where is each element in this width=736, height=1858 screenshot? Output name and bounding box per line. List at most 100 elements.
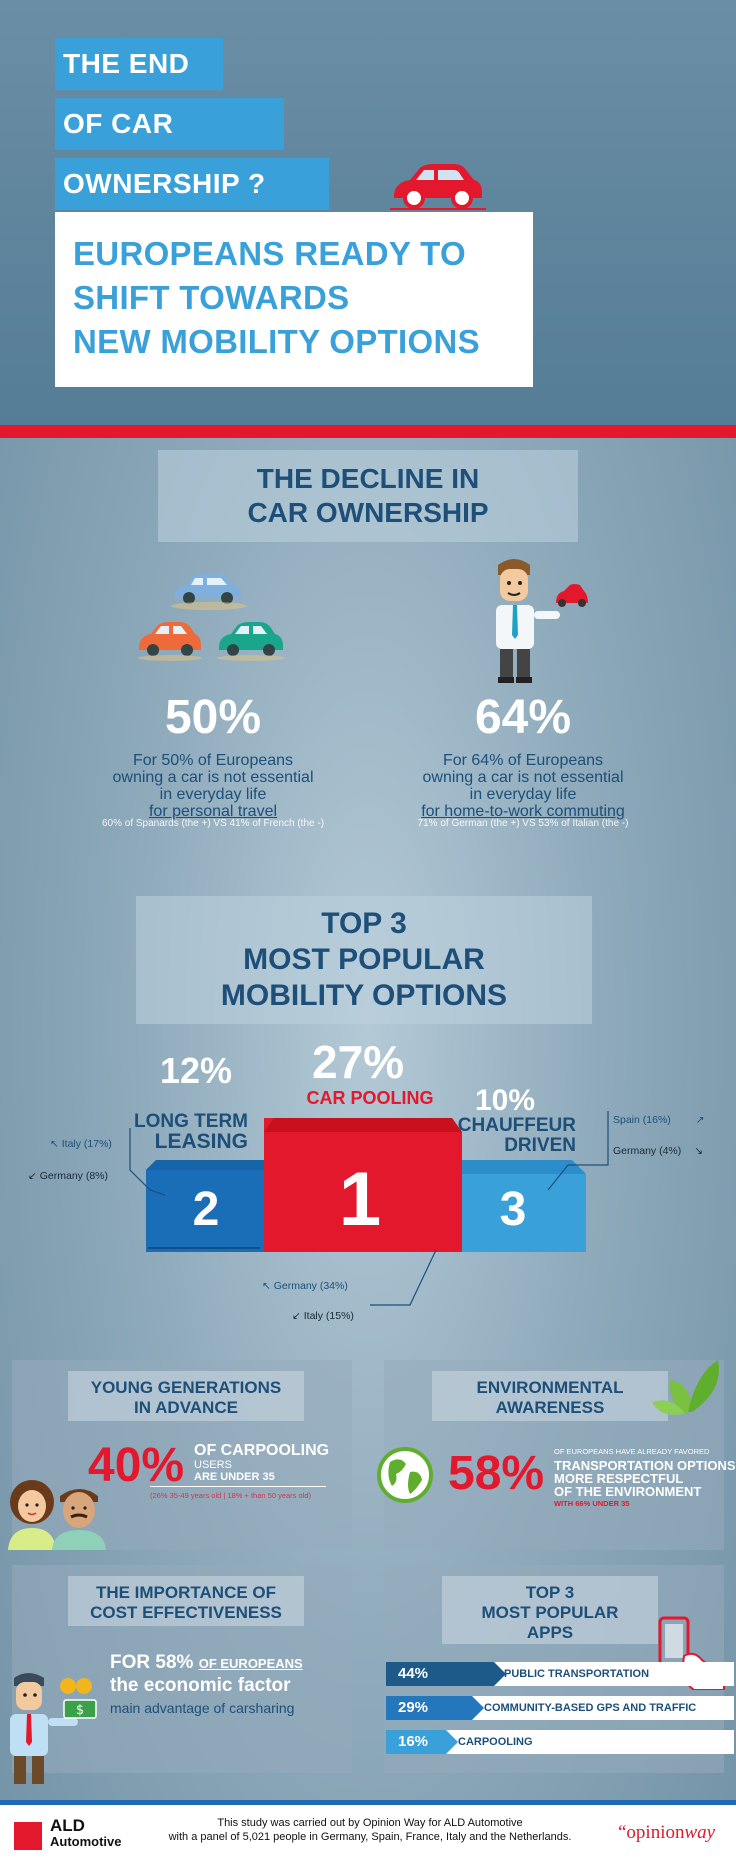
app-bar-3-tip xyxy=(446,1730,458,1754)
env-text: TRANSPORTATION OPTIONS MORE RESPECTFUL O… xyxy=(554,1459,736,1498)
apps-heading-line-3: APPS xyxy=(526,1623,574,1642)
subtitle-line-1: EUROPEANS READY TO xyxy=(73,235,466,272)
first-pct: 27% xyxy=(312,1036,405,1088)
env-text-line-3: OF THE ENVIRONMENT xyxy=(554,1484,702,1499)
env-heading-line-1: ENVIRONMENTAL xyxy=(476,1378,624,1397)
young-text-under: ARE UNDER 35 xyxy=(194,1471,275,1483)
app-bar-3: 16% xyxy=(386,1730,446,1754)
cost-line1-b: OF EUROPEANS xyxy=(198,1656,303,1671)
third-note-2: Germany (4%) ↘ xyxy=(613,1145,703,1157)
second-note-1-text: Italy (17%) xyxy=(61,1138,112,1150)
title-line-1: THE END xyxy=(55,38,223,90)
apps-heading: TOP 3 MOST POPULAR APPS xyxy=(442,1576,658,1644)
env-text-small: OF EUROPEANS HAVE ALREADY FAVORED xyxy=(554,1447,710,1456)
second-label: LONG TERM LEASING xyxy=(130,1112,248,1153)
cost-heading: THE IMPORTANCE OF COST EFFECTIVENESS xyxy=(68,1576,304,1626)
second-note-2-text: Germany (8%) xyxy=(39,1170,108,1182)
decline-left-line-1: For 50% of Europeans xyxy=(132,752,294,769)
arrow-down-icon: ↘ xyxy=(694,1145,703,1157)
top3-heading: TOP 3 MOST POPULAR MOBILITY OPTIONS xyxy=(136,896,592,1024)
subtitle-line-3: NEW MOBILITY OPTIONS xyxy=(73,323,480,360)
globe-icon xyxy=(377,1447,433,1503)
apps-heading-line-1: TOP 3 xyxy=(525,1583,575,1602)
decline-heading: THE DECLINE IN CAR OWNERSHIP xyxy=(158,450,578,542)
apps-heading-line-2: MOST POPULAR xyxy=(481,1603,619,1622)
app-bar-2-tip xyxy=(472,1696,484,1720)
third-pct: 10% xyxy=(475,1084,536,1117)
env-text-line-2: MORE RESPECTFUL xyxy=(554,1471,684,1486)
decline-left-line-3: in everyday life xyxy=(159,786,267,803)
footer xyxy=(0,1805,736,1858)
footer-brand: ALD Automotive xyxy=(50,1817,122,1849)
young-heading-line-2: IN ADVANCE xyxy=(134,1398,238,1417)
arrow-down-icon: ↙ xyxy=(292,1310,301,1322)
cost-line2: the economic factor xyxy=(110,1675,291,1696)
app-bar-1-tip xyxy=(494,1662,506,1686)
decline-left-underline: for personal travel xyxy=(148,803,278,820)
decline-left-text: For 50% of Europeans owning a car is not… xyxy=(83,752,343,820)
footer-study-line-2: with a panel of 5,021 people in Germany,… xyxy=(168,1831,572,1843)
opinionway-logo-b: way xyxy=(684,1822,716,1843)
first-note-2: ↙ Italy (15%) xyxy=(292,1310,354,1322)
second-note-2: ↙ Germany (8%) xyxy=(28,1170,108,1182)
young-text: OF CARPOOLING USERS ARE UNDER 35 xyxy=(194,1442,330,1484)
decline-right-text: For 64% of Europeans owning a car is not… xyxy=(393,752,653,820)
env-note: WITH 66% UNDER 35 xyxy=(554,1499,630,1508)
arrow-up-icon: ↖ xyxy=(50,1138,59,1150)
title-line-3: OWNERSHIP ? xyxy=(55,158,329,210)
third-rank: 3 xyxy=(499,1183,527,1236)
first-rank: 1 xyxy=(338,1157,382,1242)
young-heading: YOUNG GENERATIONS IN ADVANCE xyxy=(68,1371,304,1421)
podium xyxy=(146,1118,586,1252)
arrow-down-icon: ↙ xyxy=(28,1170,37,1182)
svg-text:$: $ xyxy=(76,1703,84,1718)
third-label-line-2: DRIVEN xyxy=(504,1135,576,1156)
young-note: (26% 35-49 years old | 18% + than 50 yea… xyxy=(150,1491,312,1500)
arrow-up-icon: ↖ xyxy=(262,1280,271,1292)
env-heading: ENVIRONMENTAL AWARENESS xyxy=(432,1371,668,1421)
app-bar-1: 44% xyxy=(386,1662,494,1686)
decline-right-line-3: in everyday life xyxy=(469,786,577,803)
opinionway-logo: “opinionway xyxy=(618,1822,715,1844)
third-label-line-1: CHAUFFEUR xyxy=(457,1115,576,1136)
divider-stripe xyxy=(0,425,736,438)
cost-heading-line-2: COST EFFECTIVENESS xyxy=(90,1603,282,1622)
three-cars-icon xyxy=(138,574,285,661)
podium-connectors xyxy=(129,1111,609,1306)
third-note-1: Spain (16%) ↗ xyxy=(613,1114,705,1126)
car-icon xyxy=(390,164,486,210)
young-divider xyxy=(150,1486,326,1487)
decline-left-line-2: owning a car is not essential xyxy=(112,769,314,786)
env-heading-line-2: AWARENESS xyxy=(495,1398,605,1417)
title-line-2: OF CAR xyxy=(55,98,284,150)
first-label: CAR POOLING xyxy=(306,1088,434,1108)
decline-heading-line-2: CAR OWNERSHIP xyxy=(247,497,489,528)
second-note-1: ↖ Italy (17%) xyxy=(50,1138,112,1150)
decline-left-note: 60% of Spanards (the +) VS 41% of French… xyxy=(101,818,325,829)
decline-right-underline: for home-to-work commuting xyxy=(421,803,625,820)
footer-study-line-1: This study was carried out by Opinion Wa… xyxy=(217,1817,523,1829)
top3-heading-line-1: TOP 3 xyxy=(321,907,407,940)
third-note-2-text: Germany (4%) xyxy=(613,1145,682,1157)
decline-right-line-1: For 64% of Europeans xyxy=(442,752,604,769)
businessman-icon xyxy=(496,559,588,683)
decline-left-pct: 50% xyxy=(164,691,262,744)
arrow-up-icon: ↗ xyxy=(695,1114,705,1126)
third-label: CHAUFFEUR DRIVEN xyxy=(448,1116,576,1156)
footer-study: This study was carried out by Opinion Wa… xyxy=(150,1816,590,1844)
footer-brand-line-2: Automotive xyxy=(50,1834,122,1849)
footer-bar xyxy=(0,1800,736,1806)
first-note-1: ↖ Germany (34%) xyxy=(262,1280,348,1292)
top3-heading-line-3: MOBILITY OPTIONS xyxy=(220,979,508,1012)
second-pct: 12% xyxy=(160,1050,233,1091)
young-text-small: USERS xyxy=(194,1459,232,1471)
second-rank: 2 xyxy=(192,1183,220,1236)
subtitle-box: EUROPEANS READY TO SHIFT TOWARDS NEW MOB… xyxy=(55,212,533,387)
env-pct: 58% xyxy=(448,1447,545,1500)
decline-heading-line-1: THE DECLINE IN xyxy=(256,463,480,494)
second-label-line-2: LEASING xyxy=(154,1130,248,1153)
cost-line1-a: FOR 58% xyxy=(110,1652,194,1673)
cost-text: FOR 58% OF EUROPEANS the economic factor… xyxy=(110,1652,303,1719)
young-people-icon xyxy=(8,1480,106,1550)
young-text-big: OF CARPOOLING xyxy=(194,1442,330,1459)
